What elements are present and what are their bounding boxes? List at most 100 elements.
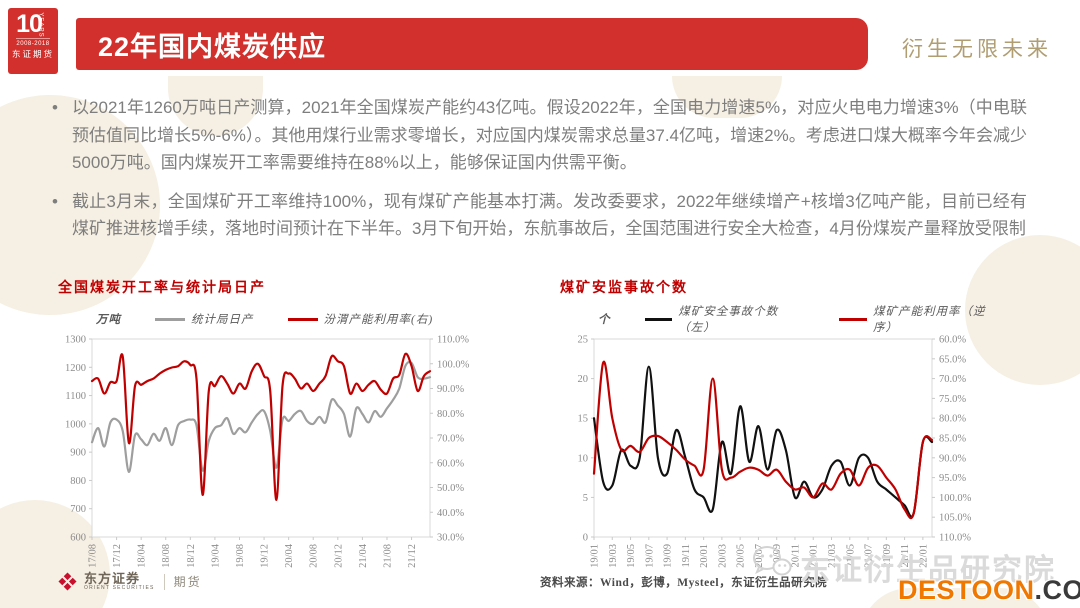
legend-label: 煤矿产能利用率（逆序） [872, 306, 986, 334]
legend-item: 统计局日产 [155, 311, 254, 327]
chart-title: 煤矿安监事故个数 [560, 281, 688, 296]
x-axis-label: 20/01 [699, 544, 710, 568]
y-axis-label-left: 20 [578, 374, 589, 385]
series-line-coal-mine-accidents [592, 365, 934, 518]
x-axis-label: 19/09 [663, 544, 674, 568]
series-line-fenwei-capacity-utilization [90, 352, 432, 502]
plot-area [91, 338, 431, 538]
y-axis-label-right: 90.0% [939, 453, 966, 464]
line-chart-canvas: 25 20 15 10 5 0 60.0% 65.0% 70.0% 75.0% 80.0% 85.0%… [578, 335, 972, 568]
anniversary-logo: 10 YEARS 2008-2018 东证期货 [8, 8, 58, 74]
y-axis-label-left: 15 [578, 414, 589, 425]
x-axis-label: 20/07 [754, 544, 765, 568]
decor-blob [965, 235, 1080, 385]
y-axis-label-left: 1200 [65, 363, 86, 374]
slide-title-bar: 22年国内煤炭供应 [76, 18, 868, 70]
logo-years-label: YEARS [37, 12, 44, 38]
x-axis-label: 21/08 [382, 544, 393, 568]
y-axis-label-right: 80.0% [437, 409, 464, 420]
y-axis-label-right: 100.0% [939, 493, 972, 504]
divider [163, 573, 165, 590]
y-axis-unit: 个 [598, 314, 611, 326]
page-title: 22年国内煤炭供应 [98, 31, 327, 62]
brand-name-block: 东方证券 ORIENT SECURITIES [84, 570, 155, 591]
legend-swatch [644, 317, 673, 321]
logo-dates: 2008-2018 [16, 38, 50, 47]
x-axis-label: 19/04 [210, 543, 221, 568]
y-axis-label-right: 75.0% [939, 394, 966, 405]
x-axis-label: 20/12 [333, 544, 344, 568]
x-axis-label: 20/04 [284, 543, 295, 568]
x-axis-label: 20/05 [736, 544, 747, 568]
y-axis-label-left: 800 [70, 476, 86, 487]
series-line-mine-capacity-utilization-inverted [592, 360, 934, 520]
bullet-list: • 以2021年1260万吨日产测算，2021年全国煤炭产能约43亿吨。假设20… [52, 94, 1027, 254]
bullet-text: 截止3月末，全国煤矿开工率维持100%，现有煤矿产能基本打满。发改委要求，202… [71, 191, 1027, 239]
x-axis-label: 20/11 [790, 544, 801, 568]
legend-label: 统计局日产 [191, 314, 254, 326]
y-axis-label-left: 900 [70, 448, 86, 459]
data-source-note: 资料来源：Wind，彭博，Mysteel，东证衍生品研究院 [540, 577, 828, 589]
decor-blob [860, 588, 1050, 608]
x-axis-label: 17/12 [112, 544, 123, 568]
plot-area [593, 338, 933, 538]
x-axis-label: 18/12 [186, 544, 197, 568]
y-axis-label-left: 10 [578, 453, 589, 464]
brand-subtitle: ORIENT SECURITIES [84, 584, 155, 591]
series-line-nbs-daily-output [90, 360, 432, 474]
y-axis-label-right: 30.0% [437, 533, 464, 544]
x-axis-label: 19/12 [260, 544, 271, 568]
legend-item: 汾渭产能利用率(右) [287, 311, 434, 327]
y-axis-label-right: 40.0% [437, 508, 464, 519]
watermark: 东证衍生品研究院 [752, 545, 1056, 589]
x-axis-label: 19/05 [626, 544, 637, 568]
legend-swatch [155, 317, 185, 321]
legend-item: 煤矿安全事故个数（左） [644, 303, 806, 335]
chart-title: 全国煤炭开工率与统计局日产 [58, 281, 266, 296]
legend-swatch [287, 317, 318, 321]
brand-name: 东方证券 [84, 570, 141, 586]
x-axis-label: 18/04 [137, 543, 148, 568]
brand-slogan: 衍生无限未来 [902, 37, 1052, 61]
x-axis-label: 21/03 [827, 544, 838, 568]
chart-accidents: 煤矿安监事故个数 个 煤矿安全事故个数（左） 煤矿产能利用率（逆序） 25 20 1… [560, 277, 1000, 581]
chart-daily-output: 全国煤炭开工率与统计局日产 万吨 统计局日产 汾渭产能利用率(右) 1300 12… [58, 277, 498, 581]
x-axis-label: 18/08 [161, 544, 172, 568]
y-axis-label-right: 95.0% [939, 473, 966, 484]
watermark-text: 东证衍生品研究院 [800, 554, 1056, 587]
legend-item: 煤矿产能利用率（逆序） [839, 303, 1000, 335]
watermark-site: DESTOON [898, 575, 1035, 605]
y-axis-label-right: 70.0% [437, 434, 464, 445]
x-axis-label: 19/08 [235, 544, 246, 568]
y-axis-label-right: 100.0% [437, 359, 470, 370]
chart-legend: 个 煤矿安全事故个数（左） 煤矿产能利用率（逆序） [560, 306, 1000, 334]
wechat-icon [753, 546, 792, 576]
x-axis-label: 17/08 [88, 544, 99, 568]
watermark-tld: .COM [1034, 575, 1080, 605]
watermark-domain: DESTOON.COM [898, 575, 1080, 606]
clover-logo-icon [58, 572, 77, 591]
bullet-text: 以2021年1260万吨日产测算，2021年全国煤炭产能约43亿吨。假设2022… [71, 98, 1027, 172]
x-axis-label: 22/01 [918, 544, 929, 568]
y-axis-label-right: 50.0% [437, 483, 464, 494]
bullet-item: • 以2021年1260万吨日产测算，2021年全国煤炭产能约43亿吨。假设20… [52, 94, 1027, 177]
y-axis-label-right: 60.0% [437, 458, 464, 469]
chart-legend: 万吨 统计局日产 汾渭产能利用率(右) [58, 311, 498, 327]
x-axis-label: 21/09 [882, 544, 893, 568]
y-axis-label-left: 5 [583, 493, 588, 504]
y-axis-label-left: 700 [70, 504, 86, 515]
y-axis-unit: 万吨 [96, 314, 121, 326]
y-axis-label-right: 70.0% [939, 374, 966, 385]
logo-number: 10 [16, 10, 43, 38]
y-axis-label-right: 65.0% [939, 354, 966, 365]
y-axis-label-right: 80.0% [939, 414, 966, 425]
x-axis-label: 19/03 [608, 544, 619, 568]
y-axis-label-left: 25 [578, 335, 589, 346]
x-axis-label: 20/09 [772, 544, 783, 568]
y-axis-label-left: 600 [70, 533, 86, 544]
x-axis-label: 20/03 [717, 544, 728, 568]
legend-swatch [839, 317, 867, 321]
brand-division: 期货 [173, 575, 202, 589]
bullet-item: • 截止3月末，全国煤矿开工率维持100%，现有煤矿产能基本打满。发改委要求，2… [52, 188, 1027, 243]
